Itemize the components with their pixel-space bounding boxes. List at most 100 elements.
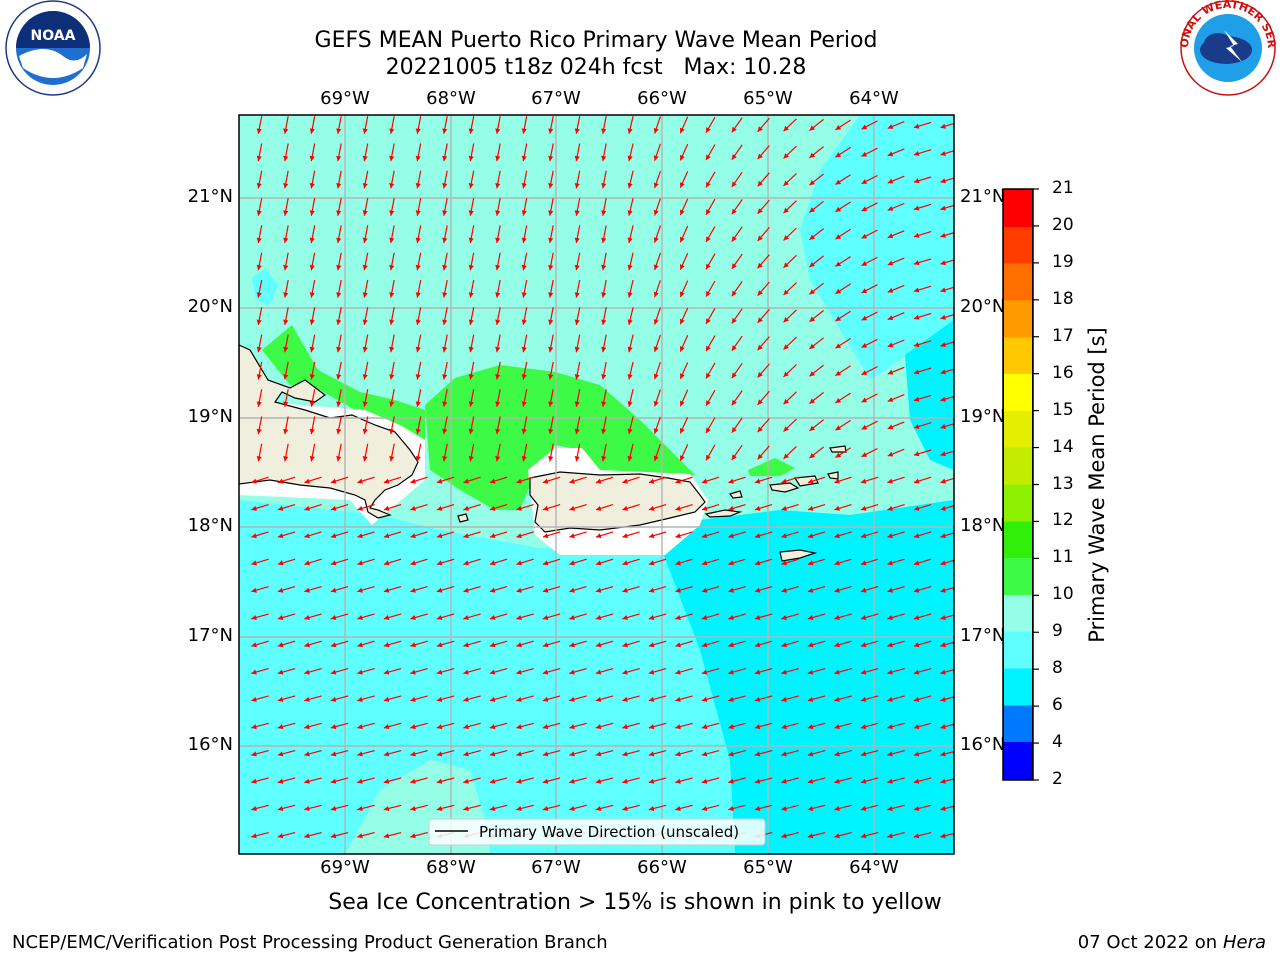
wave-arrow-head bbox=[256, 319, 262, 325]
footer-date: 07 Oct 2022 on Hera bbox=[1078, 932, 1266, 953]
colorbar-tick-label: 4 bbox=[1052, 732, 1063, 753]
wave-arrow-head bbox=[251, 806, 257, 811]
wave-arrow-head bbox=[887, 178, 894, 184]
wave-arrow-head bbox=[410, 751, 416, 757]
wave-arrow-head bbox=[389, 264, 395, 271]
wave-arrow-head bbox=[728, 587, 734, 593]
wave-arrow-head bbox=[860, 751, 867, 757]
wave-arrow-head bbox=[569, 615, 575, 620]
wave-arrow-head bbox=[601, 237, 607, 243]
wave-arrow-head bbox=[675, 806, 681, 811]
wave-arrow-head bbox=[516, 778, 522, 784]
wave-arrow-head bbox=[410, 505, 416, 511]
wave-arrow-head bbox=[701, 615, 708, 620]
wave-arrow-head bbox=[336, 155, 342, 162]
wave-arrow-head bbox=[336, 374, 342, 380]
wave-arrow-head bbox=[701, 560, 708, 566]
wave-arrow-head bbox=[357, 587, 363, 593]
wave-arrow-head bbox=[574, 401, 580, 407]
wave-arrow-head bbox=[489, 724, 496, 730]
wave-arrow-head bbox=[601, 456, 607, 462]
wave-arrow-head bbox=[521, 401, 527, 407]
wave-arrow-head bbox=[680, 373, 685, 379]
wave-arrow-head bbox=[754, 696, 761, 702]
wave-arrow-head bbox=[781, 669, 787, 675]
wave-arrow-head bbox=[783, 426, 789, 432]
wave-arrow-head bbox=[781, 724, 787, 730]
wave-arrow-head bbox=[834, 724, 840, 730]
wave-arrow-head bbox=[860, 587, 867, 593]
wave-arrow-head bbox=[542, 560, 549, 566]
wave-arrow-head bbox=[283, 319, 289, 325]
wave-arrow-head bbox=[783, 398, 789, 405]
wave-arrow-head bbox=[940, 724, 946, 730]
wave-arrow-head bbox=[627, 455, 633, 462]
wave-arrow-head bbox=[415, 401, 421, 407]
wave-arrow-head bbox=[304, 696, 310, 702]
wave-arrow-head bbox=[521, 210, 527, 216]
wave-arrow-head bbox=[516, 696, 522, 702]
wave-arrow-head bbox=[940, 615, 946, 620]
wave-arrow-head bbox=[781, 615, 787, 620]
wave-arrow-head bbox=[436, 806, 443, 811]
wave-arrow-head bbox=[521, 456, 527, 462]
wave-arrow-head bbox=[442, 210, 448, 216]
wave-arrow-head bbox=[887, 724, 893, 730]
wave-arrow-head bbox=[548, 319, 554, 325]
wave-arrow-head bbox=[410, 478, 416, 484]
wave-arrow-head bbox=[680, 182, 685, 188]
wave-arrow-head bbox=[410, 642, 416, 648]
wave-arrow-head bbox=[548, 210, 554, 216]
wave-arrow-head bbox=[648, 642, 655, 648]
colorbar-tick-label: 11 bbox=[1052, 547, 1074, 568]
wave-arrow-head bbox=[389, 346, 395, 353]
wave-arrow-head bbox=[357, 806, 363, 811]
wave-arrow-head bbox=[781, 533, 787, 539]
wave-arrow-head bbox=[648, 560, 655, 566]
wave-arrow-head bbox=[757, 235, 763, 241]
wave-arrow-head bbox=[835, 425, 842, 431]
wave-arrow-head bbox=[834, 587, 840, 593]
wave-arrow-head bbox=[622, 615, 628, 620]
wave-arrow-head bbox=[728, 724, 734, 730]
noaa-logo: NOAA bbox=[5, 0, 101, 96]
wave-arrow-head bbox=[680, 264, 685, 270]
wave-arrow-head bbox=[574, 155, 580, 162]
wave-arrow-head bbox=[913, 260, 920, 266]
lon-label-bottom: 69°W bbox=[320, 857, 370, 878]
land-virgin-islands-2 bbox=[793, 475, 819, 487]
wave-arrow-head bbox=[436, 505, 443, 511]
colorbar-tick-label: 2 bbox=[1052, 769, 1063, 789]
wave-arrow-head bbox=[627, 128, 633, 134]
wave-arrow-head bbox=[940, 833, 946, 839]
footer-producer: NCEP/EMC/Verification Post Processing Pr… bbox=[12, 932, 608, 953]
wave-arrow-head bbox=[757, 426, 763, 433]
wave-arrow-head bbox=[362, 428, 368, 435]
wave-arrow-head bbox=[781, 478, 787, 484]
wave-arrow-head bbox=[834, 615, 840, 620]
wave-arrow-head bbox=[861, 342, 868, 348]
wave-arrow-head bbox=[251, 505, 257, 511]
wave-arrow-head bbox=[436, 669, 443, 675]
noaa-logo-text: NOAA bbox=[31, 28, 76, 44]
wave-arrow-head bbox=[283, 292, 289, 298]
wave-arrow-head bbox=[336, 183, 342, 189]
wave-arrow-head bbox=[569, 533, 575, 539]
wave-arrow-head bbox=[569, 724, 575, 730]
wave-arrow-head bbox=[516, 724, 522, 730]
wave-arrow-head bbox=[415, 237, 421, 243]
wave-arrow-head bbox=[521, 264, 527, 271]
wave-arrow-head bbox=[283, 374, 289, 380]
wave-arrow-head bbox=[516, 560, 522, 566]
wave-arrow-head bbox=[495, 401, 501, 407]
wave-arrow-head bbox=[622, 751, 628, 757]
wave-arrow-head bbox=[548, 456, 554, 462]
wave-arrow-head bbox=[783, 153, 789, 159]
wave-arrow-head bbox=[807, 478, 814, 484]
wave-arrow-head bbox=[251, 615, 257, 620]
wave-arrow-head bbox=[330, 642, 337, 648]
land-sombrero bbox=[829, 445, 847, 453]
wave-arrow-head bbox=[731, 317, 737, 324]
wave-arrow-head bbox=[256, 264, 262, 271]
wave-arrow-head bbox=[731, 427, 737, 433]
